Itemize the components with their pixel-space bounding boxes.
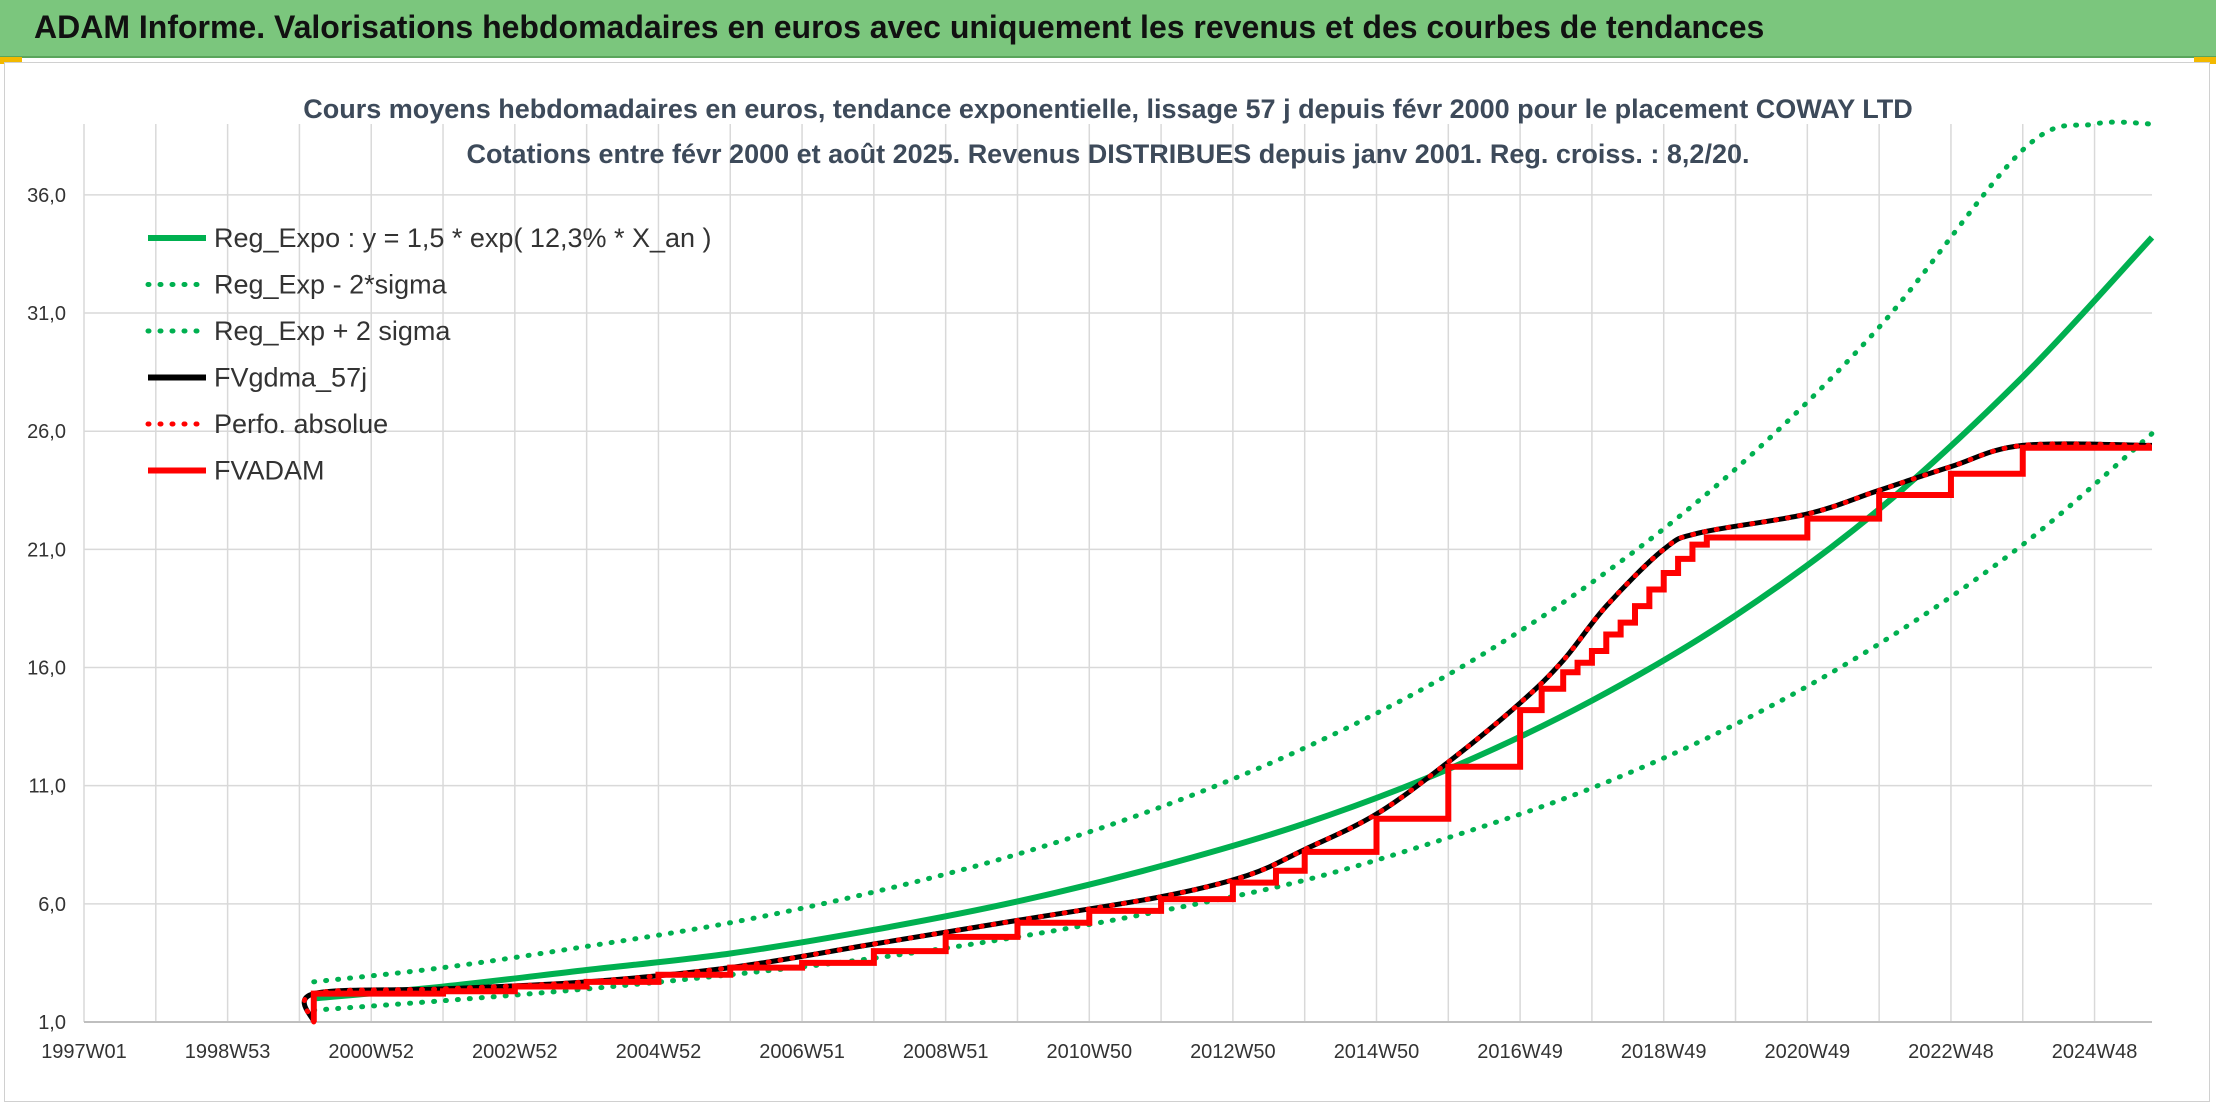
y-tick-label: 11,0 bbox=[29, 776, 66, 798]
chart-title: Cours moyens hebdomadaires en euros, ten… bbox=[303, 94, 1913, 124]
header-banner: ADAM Informe. Valorisations hebdomadaire… bbox=[0, 0, 2216, 58]
y-tick-label: 21,0 bbox=[27, 539, 66, 561]
x-tick-label: 2006W51 bbox=[759, 1041, 845, 1063]
x-tick-label: 2002W52 bbox=[472, 1041, 558, 1063]
y-tick-label: 1,0 bbox=[38, 1012, 66, 1034]
x-tick-label: 2010W50 bbox=[1046, 1041, 1132, 1063]
x-tick-label: 2014W50 bbox=[1334, 1041, 1420, 1063]
legend-label: Reg_Expo : y = 1,5 * exp( 12,3% * X_an ) bbox=[214, 223, 712, 253]
report-title: ADAM Informe. Valorisations hebdomadaire… bbox=[34, 9, 1765, 45]
legend-label: Reg_Exp - 2*sigma bbox=[214, 270, 448, 300]
x-tick-label: 2018W49 bbox=[1621, 1041, 1707, 1063]
x-tick-label: 2022W48 bbox=[1908, 1041, 1994, 1063]
legend-label: Reg_Exp + 2 sigma bbox=[214, 316, 451, 346]
x-tick-label: 2016W49 bbox=[1477, 1041, 1563, 1063]
series-line-1 bbox=[311, 431, 2155, 1013]
series-line-3 bbox=[301, 441, 2153, 1023]
y-tick-label: 36,0 bbox=[27, 185, 66, 207]
x-tick-label: 1997W01 bbox=[41, 1041, 127, 1063]
x-tick-label: 2004W52 bbox=[616, 1041, 702, 1063]
legend-label: FVADAM bbox=[214, 456, 325, 486]
corner-accent-right bbox=[2194, 57, 2216, 64]
x-tick-label: 1998W53 bbox=[185, 1041, 271, 1063]
y-tick-label: 16,0 bbox=[27, 658, 66, 680]
chart-subtitle: Cotations entre févr 2000 et août 2025. … bbox=[467, 139, 1750, 169]
series-line-2 bbox=[311, 119, 2155, 985]
series-line-4 bbox=[301, 441, 2155, 1025]
y-tick-label: 6,0 bbox=[38, 894, 66, 916]
x-tick-label: 2024W48 bbox=[2052, 1041, 2138, 1063]
corner-accent-left bbox=[0, 57, 22, 64]
series-line-5 bbox=[310, 444, 2152, 1022]
x-tick-label: 2008W51 bbox=[903, 1041, 989, 1063]
legend: Reg_Expo : y = 1,5 * exp( 12,3% * X_an )… bbox=[145, 223, 712, 486]
legend-label: Perfo. absolue bbox=[214, 409, 388, 439]
x-tick-label: 2020W49 bbox=[1765, 1041, 1851, 1063]
y-tick-label: 31,0 bbox=[27, 303, 66, 325]
y-tick-label: 26,0 bbox=[27, 421, 66, 443]
legend-label: FVgdma_57j bbox=[214, 363, 367, 393]
x-tick-label: 2012W50 bbox=[1190, 1041, 1276, 1063]
x-tick-label: 2000W52 bbox=[328, 1041, 414, 1063]
